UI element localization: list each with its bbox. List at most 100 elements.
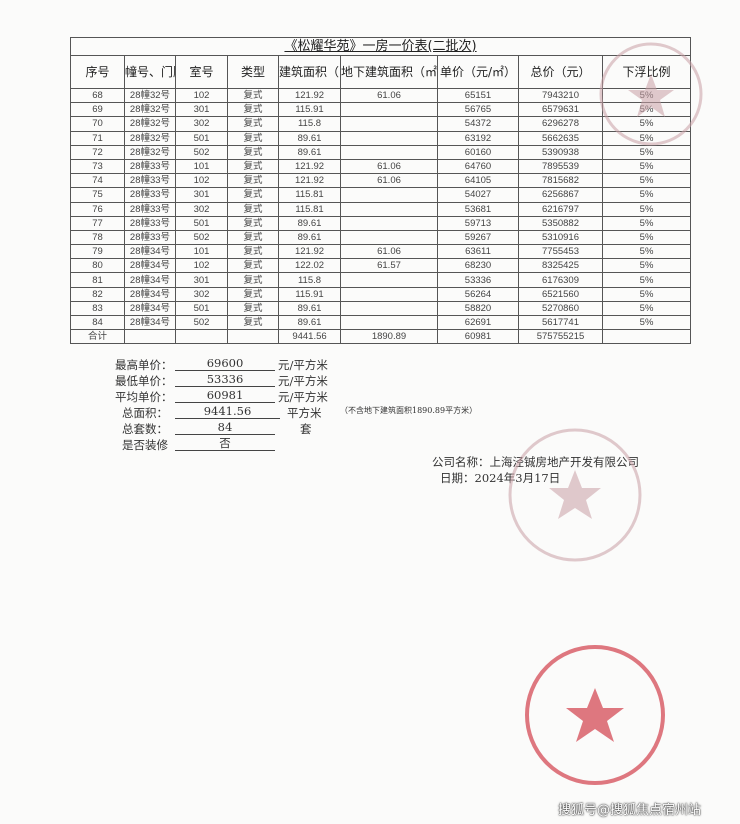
avg-price-value: 60981 bbox=[175, 389, 275, 403]
column-header: 单价（元/㎡） bbox=[437, 55, 519, 89]
table-cell: 8325425 bbox=[518, 258, 603, 274]
total-cell bbox=[124, 329, 176, 345]
total-cell: 60981 bbox=[437, 329, 519, 345]
table-cell: 58820 bbox=[437, 300, 519, 317]
table-row: 80 28幢34号 102 复式 122.02 61.57 68230 8325425 5% bbox=[70, 258, 692, 274]
table-cell: 302 bbox=[175, 201, 228, 217]
table-cell: 101 bbox=[175, 244, 228, 260]
table-row: 76 28幢33号 302 复式 115.81 53681 6216797 5% bbox=[70, 201, 692, 217]
max-price-label: 最高单价： bbox=[115, 358, 173, 372]
table-cell: 122.02 bbox=[278, 258, 341, 274]
table-cell: 复式 bbox=[227, 130, 279, 146]
table-cell: 5390938 bbox=[518, 144, 603, 160]
table-cell: 5% bbox=[601, 300, 692, 317]
table-cell: 5% bbox=[601, 215, 692, 231]
price-table: 《松耀华苑》一房一价表(二批次) 序号幢号、门牌号室号类型建筑面积（㎡）地下建筑… bbox=[69, 37, 692, 345]
table-cell: 7755453 bbox=[518, 244, 603, 260]
company-seal-bottom bbox=[525, 645, 665, 785]
table-cell: 5% bbox=[601, 286, 692, 302]
column-header: 地下建筑面积（㎡） bbox=[340, 55, 438, 89]
table-row: 79 28幢34号 101 复式 121.92 61.06 63611 7755453 5% bbox=[70, 244, 692, 260]
table-cell: 28幢34号 bbox=[124, 272, 176, 288]
table-cell: 70 bbox=[70, 116, 125, 132]
table-cell: 6579631 bbox=[518, 102, 603, 118]
table-cell: 复式 bbox=[227, 116, 279, 132]
table-cell: 6256867 bbox=[518, 187, 603, 203]
watermark: 搜狐号@搜狐焦点宿州站 bbox=[558, 803, 702, 818]
table-cell bbox=[340, 187, 438, 203]
table-cell: 502 bbox=[175, 314, 228, 331]
table-cell: 7895539 bbox=[518, 158, 603, 175]
column-header: 幢号、门牌号 bbox=[124, 55, 176, 89]
table-row: 74 28幢33号 102 复式 121.92 61.06 64105 7815682 5% bbox=[70, 173, 692, 189]
count-unit: 套 bbox=[300, 422, 312, 436]
area-note: （不含地下建筑面积1890.89平方米） bbox=[340, 406, 478, 415]
table-cell: 62691 bbox=[437, 314, 519, 331]
table-cell: 53336 bbox=[437, 272, 519, 288]
table-cell: 115.8 bbox=[278, 116, 341, 132]
table-cell: 302 bbox=[175, 286, 228, 302]
table-cell: 82 bbox=[70, 286, 125, 302]
table-cell: 68 bbox=[70, 87, 125, 104]
total-cell: 合计 bbox=[70, 329, 125, 345]
table-cell: 5617741 bbox=[518, 314, 603, 331]
table-cell: 6176309 bbox=[518, 272, 603, 288]
table-cell: 121.92 bbox=[278, 158, 341, 175]
table-cell: 89.61 bbox=[278, 229, 341, 246]
area-unit: 平方米 bbox=[287, 406, 322, 420]
table-cell: 5% bbox=[601, 314, 692, 331]
table-cell: 56765 bbox=[437, 102, 519, 118]
column-header: 序号 bbox=[70, 55, 125, 89]
table-cell: 501 bbox=[175, 215, 228, 231]
table-cell bbox=[340, 300, 438, 317]
table-cell: 28幢33号 bbox=[124, 201, 176, 217]
column-header: 类型 bbox=[227, 55, 279, 89]
table-cell: 115.91 bbox=[278, 102, 341, 118]
table-cell: 115.8 bbox=[278, 272, 341, 288]
table-cell: 54372 bbox=[437, 116, 519, 132]
table-cell: 502 bbox=[175, 144, 228, 160]
table-cell: 59267 bbox=[437, 229, 519, 246]
table-cell: 75 bbox=[70, 187, 125, 203]
table-cell: 5% bbox=[601, 229, 692, 246]
table-cell: 5270860 bbox=[518, 300, 603, 317]
column-header: 建筑面积（㎡） bbox=[278, 55, 341, 89]
table-cell: 115.81 bbox=[278, 201, 341, 217]
table-cell: 复式 bbox=[227, 173, 279, 189]
company-name: 公司名称：上海泾铖房地产开发有限公司 bbox=[432, 455, 639, 469]
table-cell: 6216797 bbox=[518, 201, 603, 217]
table-row: 77 28幢33号 501 复式 89.61 59713 5350882 5% bbox=[70, 215, 692, 231]
avg-price-label: 平均单价： bbox=[115, 390, 173, 404]
table-cell: 81 bbox=[70, 272, 125, 288]
table-row: 84 28幢34号 502 复式 89.61 62691 5617741 5% bbox=[70, 314, 692, 331]
table-cell: 28幢34号 bbox=[124, 286, 176, 302]
table-cell: 28幢34号 bbox=[124, 300, 176, 317]
table-cell: 5310916 bbox=[518, 229, 603, 246]
table-cell: 28幢33号 bbox=[124, 187, 176, 203]
total-cell bbox=[227, 329, 279, 345]
table-cell: 61.06 bbox=[340, 158, 438, 175]
table-cell bbox=[340, 144, 438, 160]
table-row: 78 28幢33号 502 复式 89.61 59267 5310916 5% bbox=[70, 229, 692, 246]
table-row: 75 28幢33号 301 复式 115.81 54027 6256867 5% bbox=[70, 187, 692, 203]
total-cell: 1890.89 bbox=[340, 329, 438, 345]
max-price-value: 69600 bbox=[175, 357, 275, 371]
table-cell: 102 bbox=[175, 258, 228, 274]
table-cell: 101 bbox=[175, 158, 228, 175]
table-cell: 61.06 bbox=[340, 244, 438, 260]
table-cell: 63192 bbox=[437, 130, 519, 146]
table-cell: 6521560 bbox=[518, 286, 603, 302]
decoration-value: 否 bbox=[175, 437, 275, 451]
total-cell: 9441.56 bbox=[278, 329, 341, 345]
decoration-label: 是否装修 bbox=[122, 438, 168, 452]
table-cell: 77 bbox=[70, 215, 125, 231]
table-cell: 64105 bbox=[437, 173, 519, 189]
table-cell: 89.61 bbox=[278, 215, 341, 231]
count-label: 总套数： bbox=[122, 422, 168, 436]
table-cell: 复式 bbox=[227, 87, 279, 104]
table-cell: 76 bbox=[70, 201, 125, 217]
min-price-value: 53336 bbox=[175, 373, 275, 387]
table-cell: 89.61 bbox=[278, 300, 341, 317]
